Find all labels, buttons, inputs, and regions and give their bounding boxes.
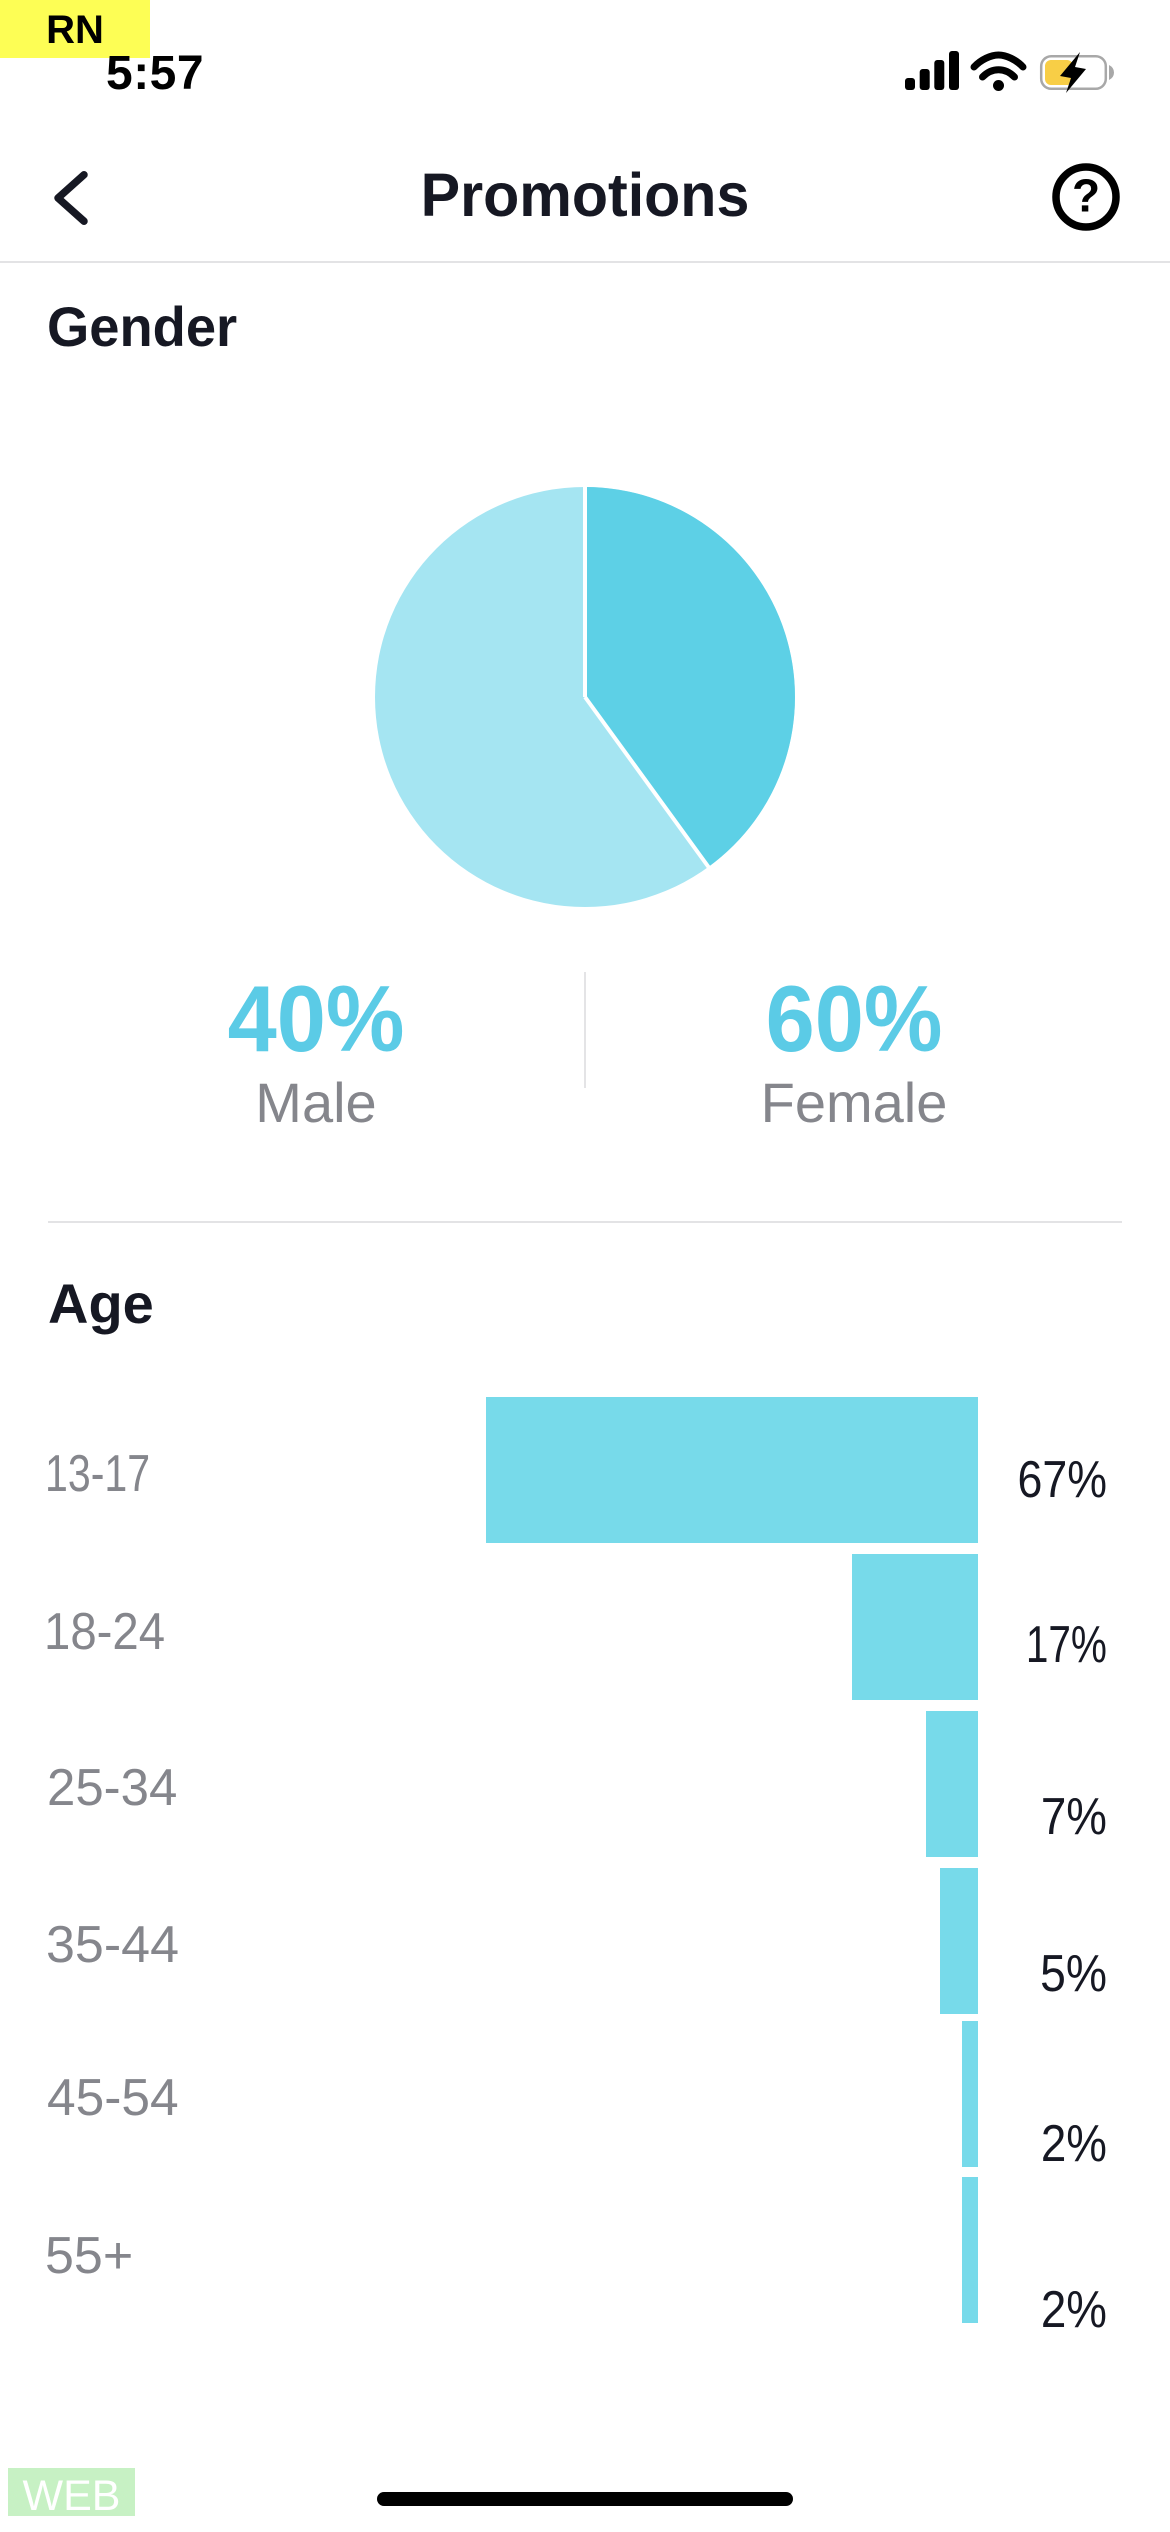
svg-text:?: ? (1072, 170, 1100, 222)
